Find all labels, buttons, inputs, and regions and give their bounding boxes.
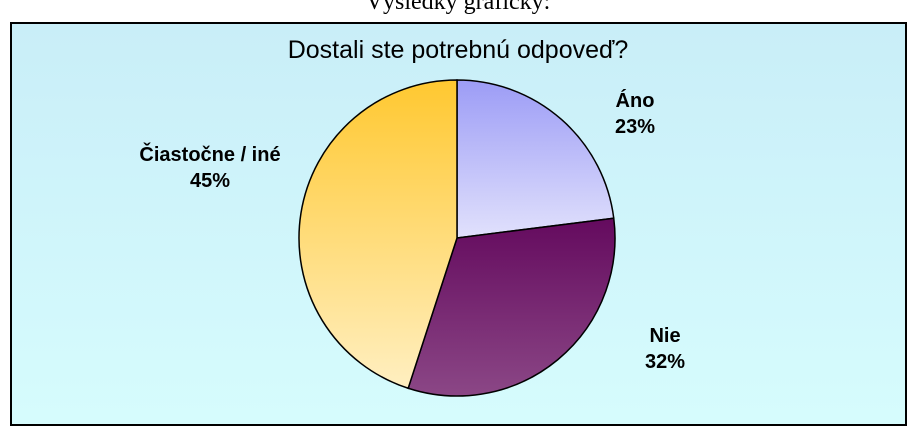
pie-slice	[456, 79, 615, 239]
category-label: Čiastočne / iné	[139, 144, 281, 166]
category-label: Áno	[615, 90, 655, 112]
value-label: 23%	[614, 116, 656, 138]
value-label: 45%	[189, 170, 231, 192]
chart-title: Dostali ste potrebnú odpoveď?	[287, 36, 629, 64]
category-label: Nie	[649, 325, 681, 347]
heading: Výsledky graficky:	[365, 0, 551, 15]
pie-slice	[407, 217, 616, 397]
slice-label: Čiastočne / iné 45%	[130, 142, 290, 194]
pie-slice	[298, 79, 458, 390]
slice-label: Nie 32%	[620, 323, 710, 375]
page: {"heading": "Výsledky graficky:", "chart…	[10, 0, 907, 426]
chart	[298, 79, 616, 397]
value-label: 32%	[644, 351, 686, 373]
slice-label: Áno 23%	[590, 88, 680, 140]
